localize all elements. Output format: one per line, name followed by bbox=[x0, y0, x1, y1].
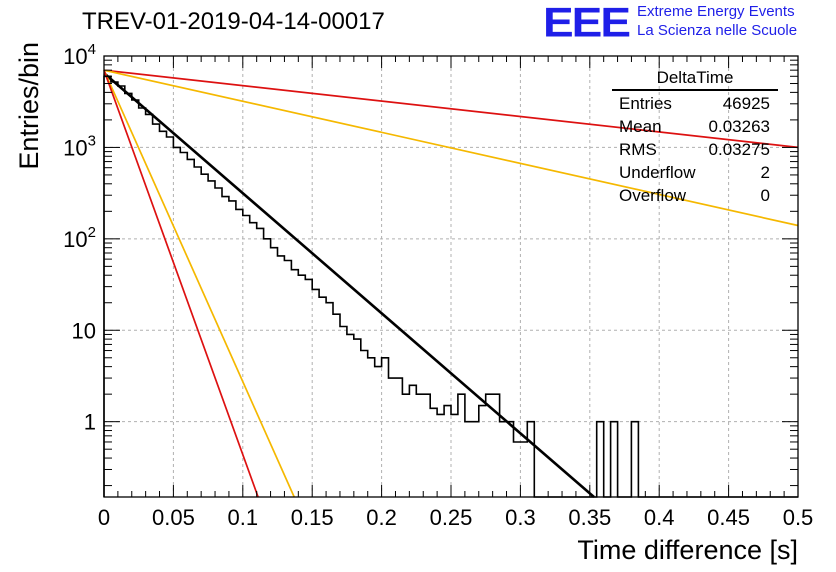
x-tick-label: 0.3 bbox=[505, 505, 536, 530]
stats-value: 46925 bbox=[722, 94, 770, 113]
y-tick-label: 10 bbox=[72, 318, 96, 343]
stats-row-underflow: Underflow 2 bbox=[612, 161, 778, 184]
stats-label: Overflow bbox=[619, 186, 687, 205]
logo-line-1: Extreme Energy Events bbox=[637, 3, 795, 20]
eee-logo: EEE bbox=[543, 0, 631, 46]
stats-label: Mean bbox=[619, 117, 662, 136]
fit-line bbox=[103, 72, 595, 498]
stats-value: 0.03263 bbox=[708, 117, 770, 136]
grid bbox=[104, 56, 798, 497]
y-tick-label: 102 bbox=[63, 224, 96, 252]
x-tick-label: 0.4 bbox=[644, 505, 675, 530]
y-axis-label: Entries/bin bbox=[14, 42, 44, 170]
x-tick-label: 0.2 bbox=[366, 505, 397, 530]
y-tick-label: 1 bbox=[84, 410, 96, 435]
reference-line bbox=[103, 69, 799, 227]
x-tick-label: 0.05 bbox=[152, 505, 195, 530]
stats-title: DeltaTime bbox=[612, 68, 778, 91]
x-tick-label: 0.45 bbox=[707, 505, 750, 530]
stats-box: DeltaTime Entries 46925 Mean 0.03263 RMS… bbox=[612, 68, 778, 207]
x-tick-label: 0.5 bbox=[783, 505, 814, 530]
stats-label: Underflow bbox=[619, 163, 696, 182]
reference-line bbox=[103, 69, 259, 498]
stats-value: 2 bbox=[760, 163, 770, 182]
stats-label: Entries bbox=[619, 94, 672, 113]
stats-value: 0.03275 bbox=[708, 140, 770, 159]
stats-value: 0 bbox=[760, 186, 770, 205]
axis-ticks bbox=[103, 55, 799, 497]
reference-line bbox=[103, 69, 295, 498]
stats-row-entries: Entries 46925 bbox=[612, 92, 778, 115]
chart-title: TREV-01-2019-04-14-00017 bbox=[82, 8, 385, 35]
axis-labels: 0 0.05 0.1 0.15 0.2 0.25 0.3 0.35 0.4 0.45 0.5 1 10 1… bbox=[14, 41, 813, 565]
stats-label: RMS bbox=[619, 140, 657, 159]
logo-line-2: La Scienza nelle Scuole bbox=[637, 22, 798, 39]
x-tick-label: 0.1 bbox=[228, 505, 259, 530]
y-tick-label: 104 bbox=[63, 41, 96, 69]
y-tick-label: 103 bbox=[63, 132, 96, 160]
x-tick-label: 0.35 bbox=[568, 505, 611, 530]
stats-row-mean: Mean 0.03263 bbox=[612, 115, 778, 138]
series-lines bbox=[103, 69, 799, 498]
x-tick-label: 0 bbox=[98, 505, 110, 530]
x-tick-label: 0.15 bbox=[291, 505, 334, 530]
x-axis-label: Time difference [s] bbox=[577, 535, 798, 565]
x-tick-label: 0.25 bbox=[430, 505, 473, 530]
stats-row-overflow: Overflow 0 bbox=[612, 184, 778, 207]
stats-row-rms: RMS 0.03275 bbox=[612, 138, 778, 161]
reference-line bbox=[103, 69, 799, 149]
